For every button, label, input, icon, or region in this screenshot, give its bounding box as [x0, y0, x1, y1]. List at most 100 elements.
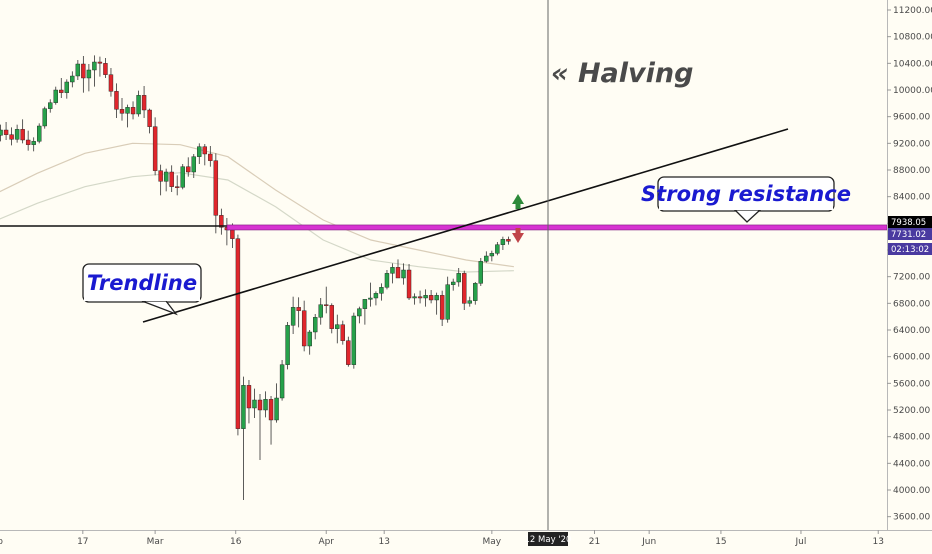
candle [473, 282, 478, 305]
candle-body-up [290, 307, 296, 326]
candle-body-down [506, 239, 511, 242]
candle [14, 124, 20, 143]
candle [114, 83, 119, 118]
price-tick-label: 8400.00 [893, 193, 930, 203]
candle [423, 289, 428, 307]
candle-body-up [495, 244, 500, 254]
candle-body-up [86, 69, 92, 79]
candle [202, 144, 208, 166]
candle [434, 292, 439, 315]
candle-body-up [70, 75, 75, 83]
candle [163, 168, 169, 192]
candle-body-down [395, 267, 401, 279]
candle [186, 157, 191, 177]
candle [301, 300, 307, 352]
candle [152, 117, 158, 176]
price-tick-label: 10800.00 [893, 33, 932, 43]
candle-body-down [202, 146, 208, 155]
candle-body-up [456, 273, 461, 283]
candle [384, 270, 390, 290]
price-tick-label: 8800.00 [893, 166, 930, 176]
candle [439, 290, 445, 326]
time-tick-label: May [483, 537, 502, 547]
candle-body-up [75, 63, 81, 77]
candle-body-down [141, 95, 147, 111]
countdown-label-bg [888, 243, 932, 255]
candle [130, 101, 136, 120]
resistance-line [226, 224, 888, 231]
candle-body-up [362, 299, 368, 309]
candle-body-up [473, 283, 478, 301]
candle-body-up [467, 300, 472, 304]
candle [9, 127, 14, 146]
candle-body-down [114, 91, 119, 110]
candle [478, 258, 483, 286]
candle [3, 122, 9, 140]
price-tick-label: 4400.00 [893, 459, 930, 469]
time-tick-label: 13 [873, 537, 884, 547]
candle [37, 123, 42, 144]
candle-body-down [340, 324, 345, 341]
candle-body-up [335, 324, 340, 329]
candle [191, 154, 196, 178]
current-price-label: 7731.02 [891, 230, 926, 240]
candle [445, 276, 450, 323]
candle-body-down [213, 160, 219, 216]
candle [451, 278, 456, 291]
candle [390, 263, 395, 284]
candle-body-down [130, 107, 136, 115]
candle-body-down [268, 399, 274, 421]
resistance-price-label-bg [888, 216, 932, 228]
candle-body-down [174, 186, 180, 188]
time-axis-panel [0, 530, 932, 550]
candle-body-down [406, 269, 412, 299]
candle-body-down [158, 170, 163, 182]
candle [346, 336, 351, 367]
halving-label: « Halving [551, 58, 693, 89]
candle-body-up [357, 308, 362, 317]
candle-body-up [390, 267, 395, 274]
candle [92, 55, 97, 87]
candle [263, 391, 268, 418]
time-tick-label: 21 [589, 537, 600, 547]
candle-body-down [219, 215, 224, 228]
candle [197, 143, 202, 164]
candle-body-down [186, 166, 191, 173]
candle [506, 236, 511, 245]
candle-body-up [351, 315, 357, 365]
candle [20, 119, 25, 144]
candle-body-up [14, 129, 20, 140]
candle-body-up [500, 239, 506, 245]
candle-body-up [401, 269, 406, 279]
candle-body-down [235, 238, 241, 429]
candle-body-down [81, 63, 86, 79]
price-axis-panel [887, 0, 932, 550]
time-tick-label: Apr [318, 537, 334, 547]
candle-body-down [169, 171, 174, 187]
candle-body-up [451, 281, 456, 285]
candle [484, 251, 489, 263]
cursor-date-label: 12 May '20 [525, 535, 572, 545]
candle-body-up [489, 253, 495, 257]
candle-body-up [191, 156, 196, 173]
candle-body-down [329, 305, 334, 329]
candle-body-up [423, 295, 428, 299]
price-tick-label: 9200.00 [893, 139, 930, 149]
candle [119, 98, 125, 121]
candle-body-up [252, 399, 257, 409]
candle [412, 293, 417, 305]
price-tick-label: 6000.00 [893, 353, 930, 363]
candle [462, 270, 467, 310]
candle [268, 396, 274, 445]
moving-averages [0, 142, 514, 273]
candle [86, 64, 92, 92]
candle [340, 320, 345, 345]
price-tick-label: 10000.00 [893, 86, 932, 96]
price-tick-label: 4800.00 [893, 433, 930, 443]
candle-body-up [197, 146, 202, 157]
candle [147, 108, 152, 134]
candle-body-up [285, 325, 290, 365]
candle [357, 306, 362, 324]
